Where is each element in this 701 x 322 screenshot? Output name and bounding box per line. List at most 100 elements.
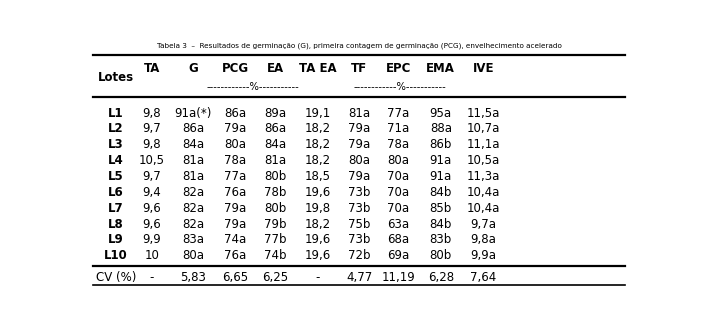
Text: EPC: EPC (386, 62, 411, 75)
Text: 83b: 83b (430, 233, 452, 246)
Text: TA: TA (144, 62, 160, 75)
Text: EA: EA (267, 62, 284, 75)
Text: 63a: 63a (388, 218, 409, 231)
Text: 9,8a: 9,8a (470, 233, 496, 246)
Text: 78a: 78a (224, 154, 247, 167)
Text: 79a: 79a (224, 202, 247, 215)
Text: 79a: 79a (224, 218, 247, 231)
Text: 84b: 84b (430, 186, 452, 199)
Text: 9,9a: 9,9a (470, 249, 496, 262)
Text: 76a: 76a (224, 249, 247, 262)
Text: 9,8: 9,8 (142, 138, 161, 151)
Text: 79a: 79a (224, 122, 247, 135)
Text: 19,1: 19,1 (304, 107, 331, 119)
Text: 6,65: 6,65 (222, 271, 248, 284)
Text: 91a: 91a (430, 170, 452, 183)
Text: 86a: 86a (264, 122, 287, 135)
Text: G: G (188, 62, 198, 75)
Text: 4,77: 4,77 (346, 271, 372, 284)
Text: 19,6: 19,6 (304, 233, 331, 246)
Text: IVE: IVE (472, 62, 494, 75)
Text: 9,9: 9,9 (142, 233, 161, 246)
Text: 84b: 84b (430, 218, 452, 231)
Text: 6,28: 6,28 (428, 271, 454, 284)
Text: 82a: 82a (182, 218, 204, 231)
Text: 79b: 79b (264, 218, 287, 231)
Text: 79a: 79a (348, 170, 370, 183)
Text: L7: L7 (108, 202, 123, 215)
Text: 80a: 80a (348, 154, 370, 167)
Text: 81a: 81a (182, 170, 204, 183)
Text: 86b: 86b (430, 138, 452, 151)
Text: 70a: 70a (388, 186, 409, 199)
Text: 10,4a: 10,4a (466, 202, 500, 215)
Text: L3: L3 (108, 138, 123, 151)
Text: 73b: 73b (348, 202, 370, 215)
Text: 91a(*): 91a(*) (175, 107, 212, 119)
Text: ------------%-----------: ------------%----------- (353, 82, 446, 92)
Text: 68a: 68a (388, 233, 409, 246)
Text: 9,7: 9,7 (142, 122, 161, 135)
Text: 78a: 78a (388, 138, 409, 151)
Text: 10,5: 10,5 (139, 154, 165, 167)
Text: 6,25: 6,25 (263, 271, 289, 284)
Text: L1: L1 (108, 107, 123, 119)
Text: 76a: 76a (224, 186, 247, 199)
Text: 9,6: 9,6 (142, 218, 161, 231)
Text: 9,4: 9,4 (142, 186, 161, 199)
Text: 11,19: 11,19 (381, 271, 415, 284)
Text: 86a: 86a (224, 107, 247, 119)
Text: 80a: 80a (388, 154, 409, 167)
Text: 9,6: 9,6 (142, 202, 161, 215)
Text: ------------%-----------: ------------%----------- (206, 82, 299, 92)
Text: 5,83: 5,83 (180, 271, 206, 284)
Text: 72b: 72b (348, 249, 371, 262)
Text: 18,2: 18,2 (304, 122, 330, 135)
Text: 88a: 88a (430, 122, 451, 135)
Text: 75b: 75b (348, 218, 370, 231)
Text: CV (%): CV (%) (96, 271, 136, 284)
Text: 10,5a: 10,5a (466, 154, 500, 167)
Text: 91a: 91a (430, 154, 452, 167)
Text: 80a: 80a (182, 249, 204, 262)
Text: 19,6: 19,6 (304, 249, 331, 262)
Text: 10,7a: 10,7a (466, 122, 500, 135)
Text: 80b: 80b (264, 202, 287, 215)
Text: 69a: 69a (387, 249, 409, 262)
Text: 80b: 80b (430, 249, 452, 262)
Text: 9,7a: 9,7a (470, 218, 496, 231)
Text: 74b: 74b (264, 249, 287, 262)
Text: -: - (149, 271, 154, 284)
Text: 82a: 82a (182, 186, 204, 199)
Text: 18,2: 18,2 (304, 218, 330, 231)
Text: PCG: PCG (222, 62, 249, 75)
Text: 11,5a: 11,5a (466, 107, 500, 119)
Text: 79a: 79a (348, 138, 370, 151)
Text: 9,8: 9,8 (142, 107, 161, 119)
Text: L10: L10 (104, 249, 128, 262)
Text: 70a: 70a (388, 170, 409, 183)
Text: L2: L2 (108, 122, 123, 135)
Text: 7,64: 7,64 (470, 271, 496, 284)
Text: 79a: 79a (348, 122, 370, 135)
Text: 10: 10 (144, 249, 159, 262)
Text: 11,1a: 11,1a (466, 138, 500, 151)
Text: 81a: 81a (264, 154, 287, 167)
Text: L6: L6 (108, 186, 124, 199)
Text: -: - (315, 271, 320, 284)
Text: 19,6: 19,6 (304, 186, 331, 199)
Text: 84a: 84a (264, 138, 287, 151)
Text: 81a: 81a (182, 154, 204, 167)
Text: L5: L5 (108, 170, 124, 183)
Text: 19,8: 19,8 (304, 202, 330, 215)
Text: 80b: 80b (264, 170, 287, 183)
Text: 73b: 73b (348, 233, 370, 246)
Text: 77a: 77a (387, 107, 409, 119)
Text: TF: TF (351, 62, 367, 75)
Text: 81a: 81a (348, 107, 370, 119)
Text: 74a: 74a (224, 233, 247, 246)
Text: 70a: 70a (388, 202, 409, 215)
Text: EMA: EMA (426, 62, 455, 75)
Text: 78b: 78b (264, 186, 287, 199)
Text: 77a: 77a (224, 170, 247, 183)
